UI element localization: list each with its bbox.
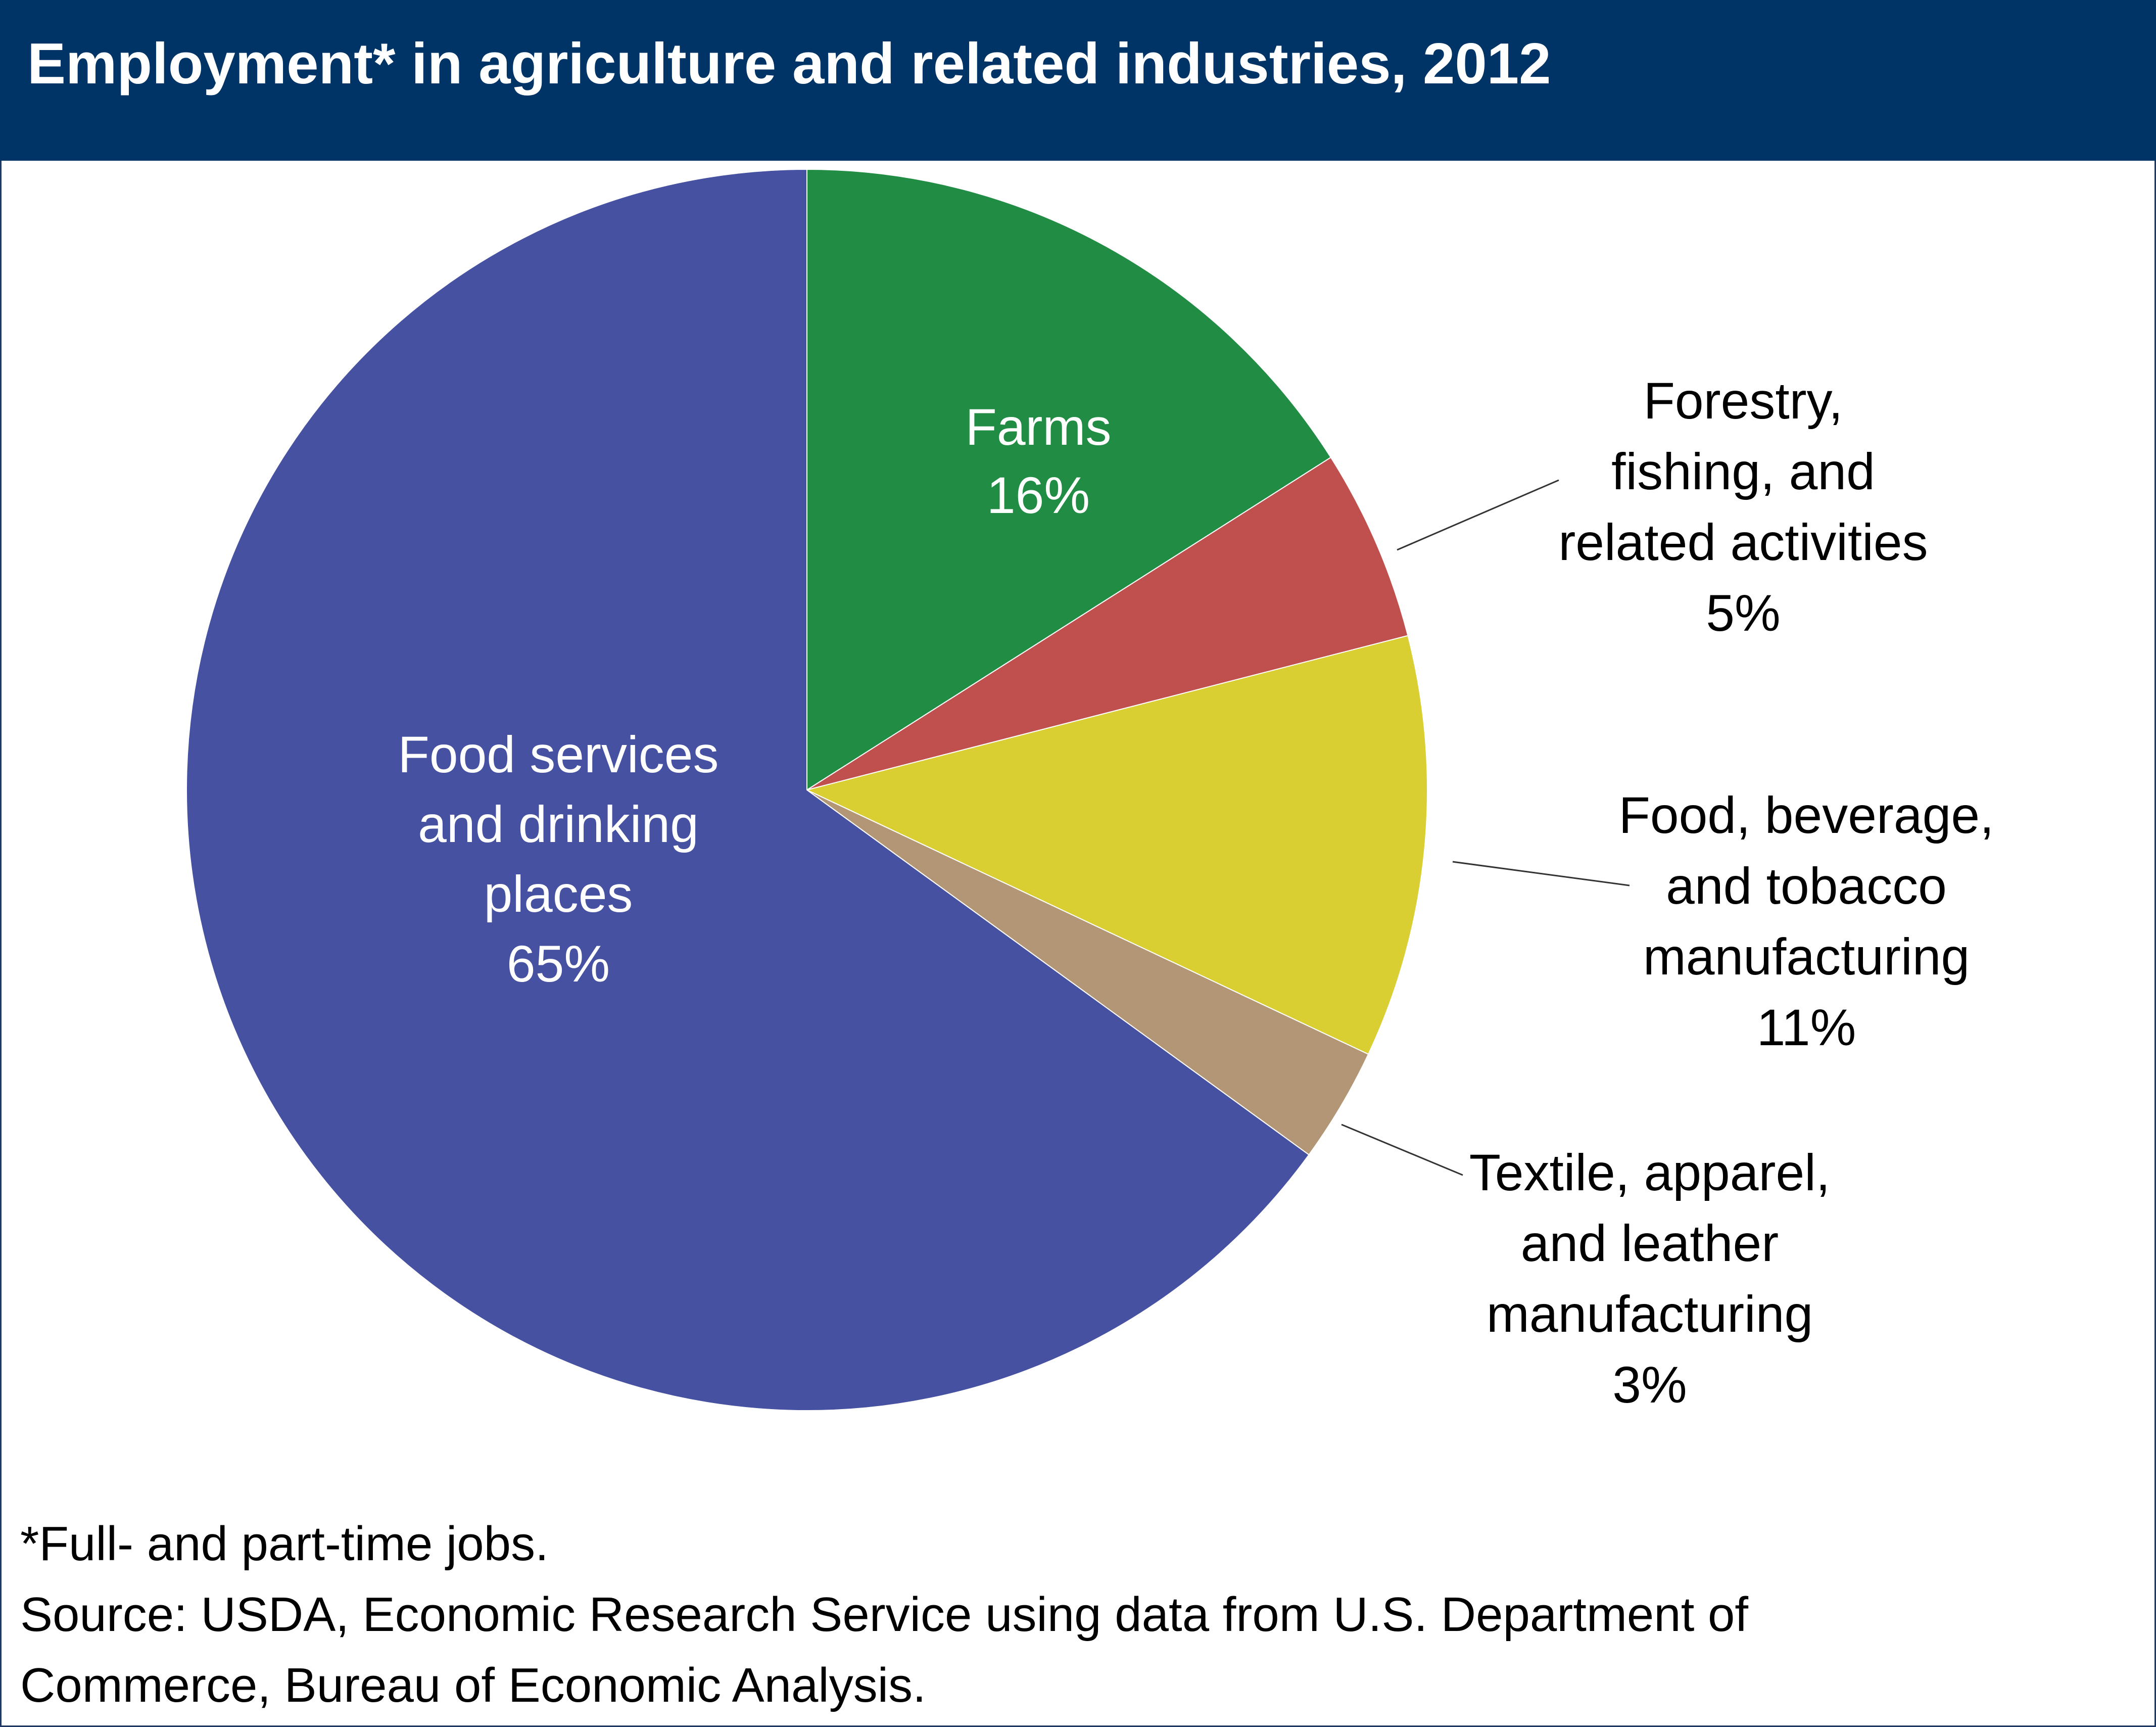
slice-label-forestry-fishing-and-related-activities: Forestry, fishing, and related activities 5…: [1558, 372, 1928, 642]
slice-label-textile-apparel-and-leather-manufacturing: Textile, apparel, and leather manufacturin…: [1469, 1144, 1830, 1414]
slice-value-food-services-and-drinking-places: 65%: [507, 935, 610, 993]
slice-name-line: manufacturing: [1643, 928, 1970, 986]
slice-label-farms: Farms 16%: [966, 398, 1112, 524]
pie-slices: [186, 168, 1428, 1411]
title-bar: Employment* in agriculture and related i…: [0, 0, 2156, 161]
pie-slice-farms: [806, 168, 1332, 791]
source-line-2: Commerce, Bureau of Economic Analysis.: [20, 1658, 926, 1712]
slice-name-line: Food, beverage,: [1619, 786, 1994, 844]
slice-name-line: fishing, and: [1611, 443, 1875, 500]
slice-name-line: Food services: [398, 726, 719, 783]
slice-name-line: and leather: [1521, 1215, 1779, 1272]
leader-line-textile-apparel-and-leather-manufacturing: [1341, 1124, 1463, 1176]
pie-slice-food-services-and-drinking-places: [186, 168, 1310, 1411]
pie-labels: Farms 16% Forestry, fishing, and related act…: [398, 372, 1994, 1414]
leader-line-food-beverage-and-tobacco-manufacturing: [1452, 861, 1630, 886]
slice-name-line: related activities: [1558, 514, 1928, 571]
slice-name-line: manufacturing: [1487, 1285, 1813, 1343]
pie-slice-forestry-fishing-and-related-activities: [806, 456, 1409, 790]
slice-value-textile-apparel-and-leather-manufacturing: 3%: [1612, 1356, 1687, 1414]
pie-slice-food-beverage-and-tobacco-manufacturing: [805, 635, 1428, 1055]
slice-label-food-services-and-drinking-places: Food services and drinking places 65%: [398, 726, 719, 993]
slice-name-line: Farms: [966, 398, 1112, 456]
source-line-1: Source: USDA, Economic Research Service …: [20, 1588, 1749, 1642]
slice-value-forestry-fishing-and-related-activities: 5%: [1706, 584, 1780, 642]
slice-label-food-beverage-and-tobacco-manufacturing: Food, beverage, and tobacco manufacturing 1…: [1619, 786, 1994, 1056]
slice-name-line: and drinking: [418, 796, 699, 853]
leader-line-forestry-fishing-and-related-activities: [1397, 479, 1559, 551]
slice-value-food-beverage-and-tobacco-manufacturing: 11%: [1757, 999, 1856, 1056]
slice-name-line: places: [484, 865, 633, 923]
footnote-jobs: *Full- and part-time jobs.: [20, 1517, 549, 1571]
slice-value-farms: 16%: [987, 466, 1090, 524]
footnotes: *Full- and part-time jobs. Source: USDA,…: [20, 1509, 2132, 1721]
slice-name-line: Forestry,: [1644, 372, 1843, 430]
slice-name-line: and tobacco: [1666, 857, 1947, 915]
slice-name-line: Textile, apparel,: [1469, 1144, 1830, 1201]
chart-title: Employment* in agriculture and related i…: [27, 32, 1551, 96]
